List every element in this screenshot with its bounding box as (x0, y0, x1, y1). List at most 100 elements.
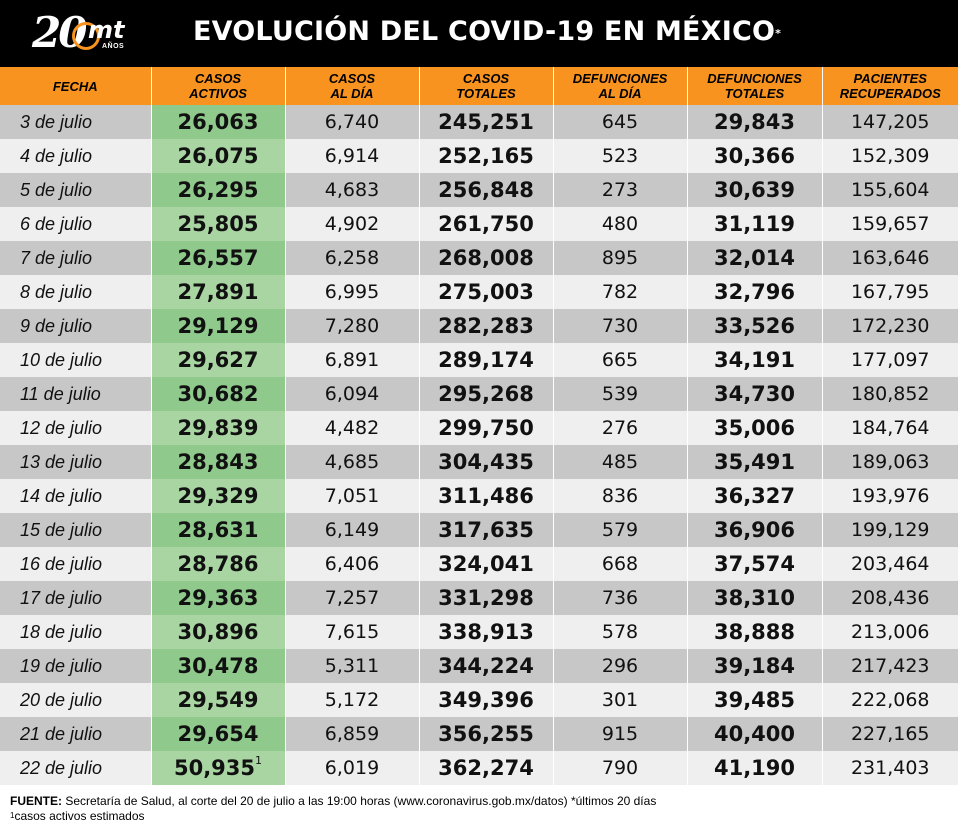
cell-defunciones-totales: 35,491 (686, 445, 822, 479)
cell-value: 32,014 (713, 246, 796, 270)
cell-value: 203,464 (850, 553, 930, 575)
cell-value: 331,298 (438, 586, 534, 610)
footer-label: FUENTE: (10, 794, 62, 808)
cell-casos-al-dia: 7,257 (284, 581, 419, 615)
cell-value: 317,635 (438, 518, 534, 542)
cell-casos-al-dia: 4,685 (284, 445, 419, 479)
cell-value: 41,190 (713, 756, 796, 780)
cell-value: 147,205 (850, 111, 930, 133)
cell-defunciones-al-dia: 273 (552, 173, 687, 207)
column-header-line: AL DÍA (598, 86, 642, 101)
column-header-line: CASOS (462, 71, 510, 86)
cell-fecha: 21 de julio (0, 717, 151, 751)
footer-line-2: 1casos activos estimados (10, 808, 145, 824)
cell-defunciones-al-dia: 301 (552, 683, 687, 717)
cell-value: 25,805 (177, 212, 259, 236)
cell-pacientes-recuperados: 180,852 (821, 377, 958, 411)
cell-defunciones-totales: 36,906 (686, 513, 822, 547)
table-row: 8 de julio 27,891 6,995 275,003 782 32,796 167… (0, 275, 958, 309)
cell-defunciones-totales: 37,574 (686, 547, 822, 581)
footer-line-1: FUENTE: Secretaría de Salud, al corte de… (10, 793, 656, 809)
cell-fecha: 8 de julio (0, 275, 151, 309)
cell-value: 338,913 (438, 620, 534, 644)
column-header-pacientes-recuperados: PACIENTES RECUPERADOS (821, 67, 958, 105)
table-row: 22 de julio 50,9351 6,019 362,274 790 41,190 2… (0, 751, 958, 785)
table-row: 12 de julio 29,839 4,482 299,750 276 35,006 18… (0, 411, 958, 445)
cell-pacientes-recuperados: 222,068 (821, 683, 958, 717)
cell-casos-activos: 26,075 (150, 139, 285, 173)
cell-fecha: 3 de julio (0, 105, 151, 139)
cell-casos-totales: 311,486 (418, 479, 553, 513)
title-text: EVOLUCIÓN DEL COVID-19 EN MÉXICO (193, 16, 776, 47)
cell-value: 26,557 (177, 246, 259, 270)
table-row: 4 de julio 26,075 6,914 252,165 523 30,366 152… (0, 139, 958, 173)
cell-value: 34,730 (713, 382, 796, 406)
cell-pacientes-recuperados: 193,976 (821, 479, 958, 513)
cell-casos-al-dia: 5,172 (284, 683, 419, 717)
cell-value: 227,165 (850, 723, 930, 745)
table-row: 21 de julio 29,654 6,859 356,255 915 40,400 22… (0, 717, 958, 751)
cell-value: 167,795 (850, 281, 930, 303)
cell-value: 4,683 (324, 179, 380, 201)
cell-value: 18 de julio (20, 621, 103, 642)
cell-fecha: 14 de julio (0, 479, 151, 513)
cell-value: 40,400 (713, 722, 796, 746)
cell-value: 668 (601, 553, 639, 575)
cell-fecha: 20 de julio (0, 683, 151, 717)
cell-value: 35,491 (713, 450, 796, 474)
cell-defunciones-totales: 36,327 (686, 479, 822, 513)
cell-defunciones-totales: 41,190 (686, 751, 822, 785)
cell-value: 578 (601, 621, 639, 643)
cell-fecha: 7 de julio (0, 241, 151, 275)
cell-casos-totales: 362,274 (418, 751, 553, 785)
cell-value: 11 de julio (20, 383, 101, 404)
table-row: 19 de julio 30,478 5,311 344,224 296 39,184 21… (0, 649, 958, 683)
table-row: 20 de julio 29,549 5,172 349,396 301 39,485 22… (0, 683, 958, 717)
cell-defunciones-totales: 39,184 (686, 649, 822, 683)
cell-fecha: 11 de julio (0, 377, 151, 411)
covid-data-table: FECHA CASOS ACTIVOS CASOS AL DÍA CASOS TOTALES… (0, 67, 958, 785)
cell-casos-totales: 299,750 (418, 411, 553, 445)
cell-value: 4,902 (324, 213, 380, 235)
page-title: EVOLUCIÓN DEL COVID-19 EN MÉXICO* (193, 14, 781, 50)
cell-casos-activos: 30,682 (150, 377, 285, 411)
cell-casos-activos: 29,329 (150, 479, 285, 513)
cell-value: 5,311 (324, 655, 380, 677)
cell-value: 9 de julio (20, 315, 93, 336)
cell-defunciones-al-dia: 836 (552, 479, 687, 513)
cell-defunciones-totales: 35,006 (686, 411, 822, 445)
column-header-defunciones-al-dia: DEFUNCIONES AL DÍA (552, 67, 687, 105)
cell-casos-totales: 261,750 (418, 207, 553, 241)
cell-value: 6 de julio (20, 213, 93, 234)
cell-casos-activos: 27,891 (150, 275, 285, 309)
cell-value: 199,129 (850, 519, 930, 541)
cell-value: 22 de julio (20, 757, 103, 778)
cell-casos-activos: 25,805 (150, 207, 285, 241)
cell-value: 12 de julio (20, 417, 103, 438)
cell-casos-al-dia: 6,406 (284, 547, 419, 581)
table-body: 3 de julio 26,063 6,740 245,251 645 29,843 147… (0, 105, 958, 785)
cell-defunciones-totales: 34,730 (686, 377, 822, 411)
cell-value: 30,366 (713, 144, 796, 168)
cell-casos-totales: 252,165 (418, 139, 553, 173)
column-header-line: TOTALES (456, 86, 516, 101)
cell-value: 29,627 (177, 348, 259, 372)
cell-casos-activos: 28,843 (150, 445, 285, 479)
cell-casos-al-dia: 4,482 (284, 411, 419, 445)
cell-defunciones-totales: 32,796 (686, 275, 822, 309)
cell-value: 159,657 (850, 213, 930, 235)
cell-fecha: 17 de julio (0, 581, 151, 615)
cell-value: 177,097 (850, 349, 930, 371)
cell-value: 6,149 (324, 519, 380, 541)
cell-casos-totales: 268,008 (418, 241, 553, 275)
cell-casos-al-dia: 5,311 (284, 649, 419, 683)
cell-value: 35,006 (713, 416, 796, 440)
table-row: 11 de julio 30,682 6,094 295,268 539 34,730 18… (0, 377, 958, 411)
cell-value: 38,310 (713, 586, 796, 610)
column-header-line: FECHA (52, 78, 98, 94)
cell-fecha: 13 de julio (0, 445, 151, 479)
cell-defunciones-al-dia: 782 (552, 275, 687, 309)
cell-pacientes-recuperados: 217,423 (821, 649, 958, 683)
logo-sub: AÑOS (102, 43, 125, 50)
cell-value: 356,255 (438, 722, 534, 746)
